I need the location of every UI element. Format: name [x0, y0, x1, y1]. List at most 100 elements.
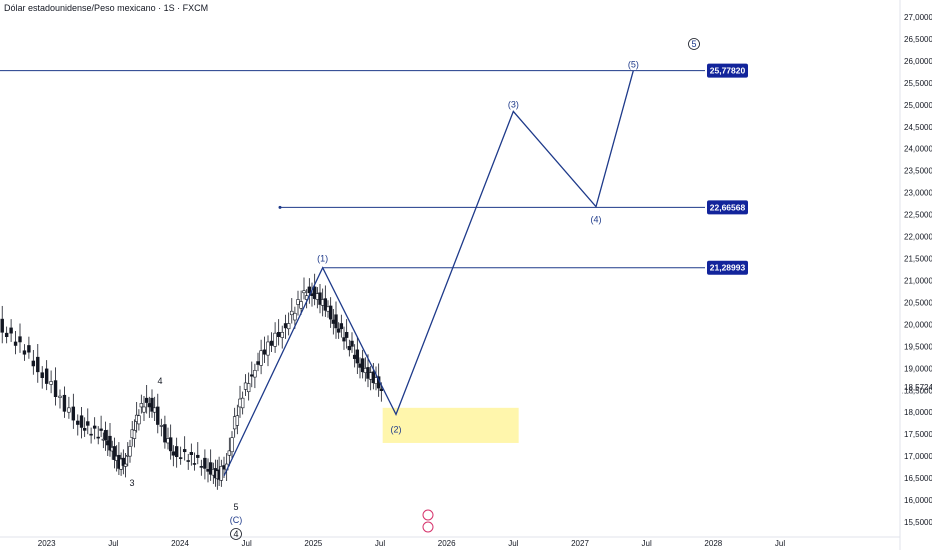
wave-label: 5: [233, 502, 238, 512]
candle-body: [139, 403, 144, 408]
y-tick-label: 26,50000: [904, 35, 932, 44]
y-tick-label: 22,50000: [904, 211, 932, 220]
y-tick-label: 16,50000: [904, 474, 932, 483]
x-tick-label: Jul: [642, 539, 652, 548]
candle-body: [18, 336, 22, 343]
candle-body: [128, 446, 132, 457]
y-tick-label: 25,00000: [904, 101, 932, 110]
candle-body: [49, 381, 53, 385]
candle-body: [259, 350, 263, 366]
x-tick-label: 2027: [571, 539, 589, 548]
candle-body: [334, 314, 338, 329]
wave-label: (3): [508, 99, 519, 109]
candle-body: [266, 341, 270, 356]
x-tick-label: 2024: [171, 539, 189, 548]
candle-body: [112, 446, 117, 460]
y-tick-label: 25,50000: [904, 79, 932, 88]
candle-body: [323, 298, 328, 311]
candle-body: [299, 301, 303, 309]
last-price-label: 18,57240: [904, 383, 932, 392]
candle-body: [27, 345, 31, 353]
wave-label: 4: [157, 376, 162, 386]
y-tick-label: 22,00000: [904, 233, 932, 242]
candle-body: [379, 388, 384, 392]
y-tick-label: 18,00000: [904, 408, 932, 417]
candle-body: [22, 350, 27, 355]
candle-body: [132, 430, 137, 439]
y-tick-label: 23,00000: [904, 189, 932, 198]
candle-body: [336, 328, 341, 333]
candle-body: [186, 460, 190, 462]
y-tick-label: 24,50000: [904, 123, 932, 132]
candle-body: [328, 305, 333, 320]
candle-body: [9, 327, 13, 334]
candle-body: [76, 420, 80, 425]
y-tick-label: 20,00000: [904, 320, 932, 329]
wave-label: 3: [129, 478, 134, 488]
x-tick-label: 2023: [38, 539, 56, 548]
candle-body: [142, 406, 146, 413]
candle-body: [96, 436, 100, 439]
chart-title: Dólar estadounidense/Peso mexicano · 1S …: [4, 3, 209, 13]
wave-label: (4): [591, 215, 602, 225]
candle-body: [256, 361, 260, 365]
candle-body: [235, 415, 240, 426]
candle-body: [280, 331, 284, 338]
x-tick-label: 2028: [704, 539, 722, 548]
x-tick-label: 2026: [438, 539, 456, 548]
y-tick-label: 21,50000: [904, 255, 932, 264]
candle-body: [168, 437, 173, 452]
candle-body: [171, 451, 176, 456]
event-icon-flag: [422, 521, 434, 533]
candle-body: [82, 428, 87, 431]
candle-body: [312, 286, 317, 299]
candle-body: [103, 430, 108, 441]
wave-label: (1): [317, 254, 328, 264]
event-icon-lightning: [422, 509, 434, 521]
candle-body: [99, 428, 103, 431]
y-tick-label: 17,50000: [904, 430, 932, 439]
candle-body: [262, 349, 267, 355]
price-tag-bg: [707, 260, 748, 275]
wave-label: 4: [233, 529, 238, 539]
candle-body: [79, 415, 84, 428]
candle-body: [243, 382, 248, 390]
price-tag-label: 21,28993: [710, 263, 746, 273]
candle-body: [4, 332, 9, 337]
price-tag-bg: [707, 63, 748, 78]
y-tick-label: 18,50000: [904, 386, 932, 395]
candle-body: [163, 424, 167, 443]
candle-body: [189, 452, 194, 455]
candle-body: [290, 310, 294, 316]
candle-body: [137, 415, 141, 425]
candle-body: [86, 421, 90, 426]
wave-label: (C): [230, 515, 243, 525]
candle-body: [53, 380, 58, 398]
wave-label: 5: [691, 39, 696, 49]
candle-body: [152, 407, 157, 413]
price-tag-label: 22,66568: [710, 202, 746, 212]
candle-body: [339, 323, 344, 330]
candle-body: [182, 449, 187, 453]
candle-body: [159, 425, 164, 427]
candle-body: [62, 394, 67, 412]
candle-body: [360, 358, 365, 373]
candle-body: [44, 368, 49, 384]
x-tick-label: Jul: [375, 539, 385, 548]
candle-body: [296, 299, 300, 305]
candle-body: [58, 395, 62, 398]
candle-body: [92, 425, 97, 429]
candle-body: [178, 457, 183, 459]
candle-body: [144, 397, 149, 403]
candle-body: [89, 433, 93, 436]
candle-body: [347, 346, 352, 351]
price-tag-label: 25,77820: [710, 66, 746, 76]
y-tick-label: 26,00000: [904, 57, 932, 66]
wave-label-circle: [688, 38, 700, 50]
candle-body: [227, 450, 232, 456]
y-tick-label: 20,50000: [904, 298, 932, 307]
candle-body: [253, 370, 257, 378]
candle-body: [121, 457, 126, 466]
candle-body: [196, 454, 200, 458]
